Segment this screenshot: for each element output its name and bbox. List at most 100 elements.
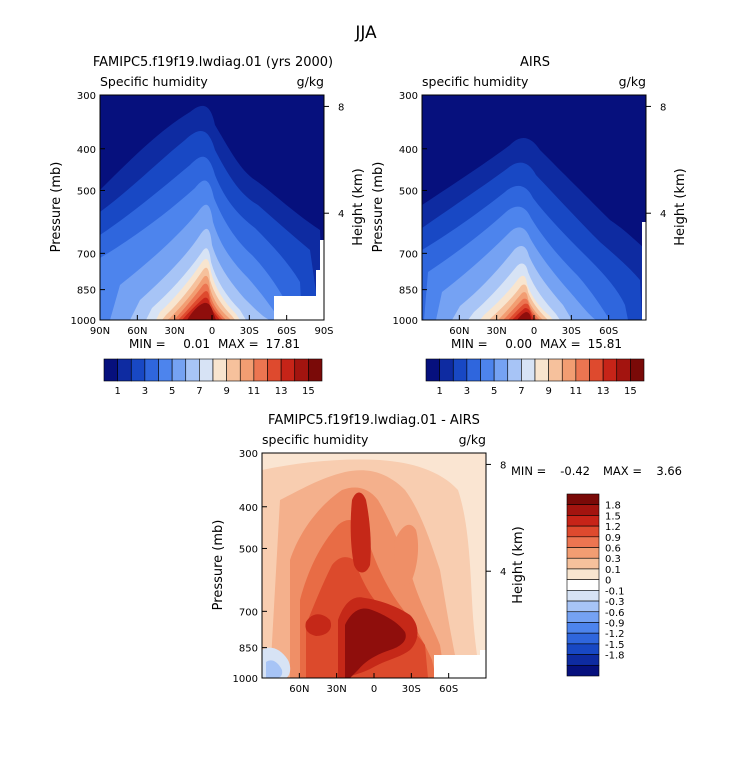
colorbar-box bbox=[566, 611, 600, 623]
colorbar-label: 0.9 bbox=[605, 533, 621, 544]
x-tick-label: 0 bbox=[531, 326, 537, 337]
colorbar-box bbox=[507, 358, 522, 382]
colorbar-box bbox=[521, 358, 536, 382]
colorbar-label: 3 bbox=[142, 386, 148, 397]
colorbar-label: 5 bbox=[169, 386, 175, 397]
panel-obs: AIRS specific humidity g/kg 300400500700… bbox=[371, 55, 688, 397]
panel-obs-max-value: 15.81 bbox=[588, 337, 622, 351]
panel-obs-min-value: 0.00 bbox=[505, 337, 532, 351]
colorbar-box bbox=[480, 358, 495, 382]
colorbar-label: 9 bbox=[223, 386, 229, 397]
y2-tick-label: 4 bbox=[660, 209, 666, 220]
y-tick-label: 700 bbox=[77, 249, 96, 260]
colorbar-label: 0.6 bbox=[605, 544, 621, 555]
y2-tick-label: 8 bbox=[660, 102, 666, 113]
colorbar-label: 15 bbox=[624, 386, 637, 397]
y-tick-label: 400 bbox=[77, 145, 96, 156]
x-tick-label: 60S bbox=[599, 326, 618, 337]
panel-obs-title: AIRS bbox=[520, 55, 550, 70]
y-tick-label: 1000 bbox=[71, 316, 96, 327]
x-tick-label: 30N bbox=[165, 326, 185, 337]
colorbar-box bbox=[566, 493, 600, 506]
colorbar-box bbox=[425, 358, 440, 382]
x-tick-label: 30S bbox=[402, 684, 421, 695]
panel-diff-min-value: -0.42 bbox=[560, 464, 590, 478]
colorbar-box bbox=[566, 525, 600, 538]
panel-diff-min-label: MIN = bbox=[511, 464, 546, 478]
y-tick-label: 400 bbox=[239, 503, 258, 514]
colorbar-box bbox=[566, 654, 600, 666]
colorbar-box bbox=[466, 358, 481, 382]
panel-diff-variable: specific humidity bbox=[262, 432, 369, 447]
x-tick-label: 30S bbox=[240, 326, 259, 337]
y-tick-label: 850 bbox=[399, 286, 418, 297]
contour-pos-1-8 bbox=[345, 608, 406, 678]
panel-model-units: g/kg bbox=[297, 74, 324, 89]
x-tick-label: 90N bbox=[90, 326, 110, 337]
colorbar-box bbox=[566, 536, 600, 548]
panel-diff-height-label: Height (km) bbox=[511, 526, 526, 603]
panel-obs-max-label: MAX = bbox=[540, 337, 581, 351]
colorbar-label: -1.8 bbox=[605, 651, 625, 662]
panel-obs-axes: 300 400 500 700 850 1000 8 4 60N 30N 0 30S 60S bbox=[393, 91, 667, 337]
contour-pos-upper-core bbox=[350, 492, 371, 573]
missing-data-region bbox=[274, 192, 324, 320]
contour-neg-near-surface-2 bbox=[266, 660, 283, 678]
colorbar-box bbox=[566, 600, 600, 613]
panel-model-max-value: 17.81 bbox=[266, 337, 300, 351]
missing-data-region bbox=[434, 650, 486, 678]
panel-model-min-value: 0.01 bbox=[183, 337, 210, 351]
colorbar-box bbox=[566, 504, 600, 516]
panel-diff-title: FAMIPC5.f19f19.lwdiag.01 - AIRS bbox=[268, 413, 480, 428]
panel-model-max-label: MAX = bbox=[218, 337, 259, 351]
colorbar-box bbox=[158, 358, 173, 382]
colorbar-label: -0.1 bbox=[605, 586, 625, 597]
colorbar-box bbox=[103, 358, 118, 382]
colorbar-label: 1 bbox=[436, 386, 442, 397]
colorbar-box bbox=[239, 358, 255, 382]
x-tick-label: 60S bbox=[439, 684, 458, 695]
panel-model-title: FAMIPC5.f19f19.lwdiag.01 (yrs 2000) bbox=[93, 55, 333, 70]
colorbar-label: 5 bbox=[491, 386, 497, 397]
y-tick-label: 400 bbox=[399, 145, 418, 156]
colorbar-label: 7 bbox=[518, 386, 524, 397]
x-tick-label: 0 bbox=[209, 326, 215, 337]
panel-model-colorbar: 1 3 5 7 9 11 13 15 bbox=[103, 358, 323, 397]
panel-model-height-label: Height (km) bbox=[351, 168, 366, 245]
colorbar-label: 1 bbox=[114, 386, 120, 397]
colorbar-box bbox=[294, 358, 309, 382]
panel-diff: FAMIPC5.f19f19.lwdiag.01 - AIRS specific… bbox=[211, 413, 682, 695]
x-tick-label: 60N bbox=[449, 326, 469, 337]
panel-diff-field bbox=[262, 453, 486, 678]
colorbar-label: 15 bbox=[302, 386, 315, 397]
y-tick-label: 700 bbox=[239, 607, 258, 618]
panel-diff-axes: 300 400 500 700 850 1000 8 4 60N 30N 0 30S 60S bbox=[233, 449, 507, 695]
colorbar-box bbox=[253, 358, 268, 382]
colorbar-box bbox=[566, 579, 600, 591]
colorbar-label: 7 bbox=[196, 386, 202, 397]
y-tick-label: 300 bbox=[239, 449, 258, 460]
colorbar-box bbox=[566, 622, 600, 634]
colorbar-box bbox=[602, 358, 618, 382]
colorbar-label: 11 bbox=[248, 386, 261, 397]
colorbar-box bbox=[566, 547, 600, 559]
panel-diff-units: g/kg bbox=[459, 432, 486, 447]
panel-diff-pressure-label: Pressure (mb) bbox=[211, 520, 226, 611]
colorbar-box bbox=[534, 358, 549, 382]
y2-tick-label: 4 bbox=[338, 209, 344, 220]
x-tick-label: 90S bbox=[314, 326, 333, 337]
panel-model: FAMIPC5.f19f19.lwdiag.01 (yrs 2000) Spec… bbox=[49, 55, 366, 397]
colorbar-label: 13 bbox=[597, 386, 610, 397]
colorbar-box bbox=[566, 568, 600, 580]
y2-tick-label: 4 bbox=[500, 567, 506, 578]
colorbar-box bbox=[561, 358, 577, 382]
contour-level-14 bbox=[187, 302, 216, 320]
colorbar-box bbox=[226, 358, 241, 382]
colorbar-box bbox=[548, 358, 563, 382]
y-tick-label: 300 bbox=[77, 91, 96, 102]
colorbar-label: 13 bbox=[275, 386, 288, 397]
missing-data-region bbox=[642, 222, 646, 320]
colorbar-label: -0.6 bbox=[605, 608, 625, 619]
colorbar-box bbox=[566, 643, 600, 655]
